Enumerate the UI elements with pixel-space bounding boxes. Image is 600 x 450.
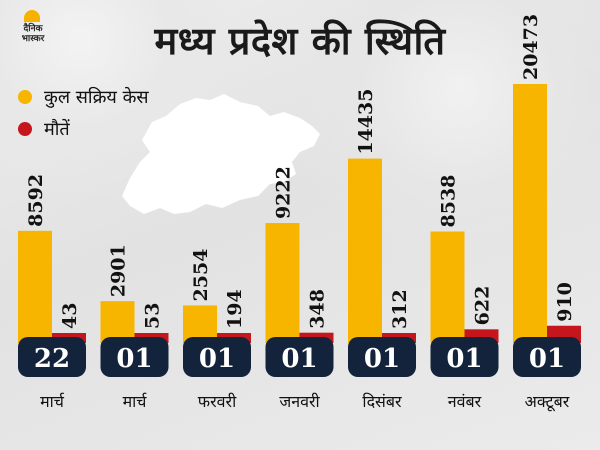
date-month-label: जनवरी: [279, 392, 320, 411]
legend-item-active-cases: कुल सक्रिय केस: [18, 86, 149, 108]
bar-active-cases: [183, 305, 217, 343]
date-day-label: 01: [199, 344, 235, 374]
date-box: [18, 337, 86, 377]
data-label-deaths: 910: [554, 282, 576, 322]
data-label-active: 14435: [355, 89, 377, 155]
date-box: [183, 337, 251, 377]
date-day-label: 01: [364, 344, 400, 374]
legend-label-active: कुल सक्रिय केस: [44, 87, 149, 108]
bar-active-cases: [18, 230, 52, 343]
bar-active-cases: [348, 158, 382, 343]
date-box: [265, 337, 334, 377]
data-label-deaths: 622: [472, 286, 494, 326]
date-box: [348, 337, 416, 377]
bar-active-cases: [100, 301, 135, 343]
date-month-label: फरवरी: [198, 392, 237, 411]
legend-swatch-deaths: [18, 122, 32, 136]
logo-text: दैनिक भास्कर: [21, 24, 45, 44]
data-label-active: 2554: [190, 249, 212, 302]
date-day-label: 01: [281, 344, 317, 374]
data-label-active: 8592: [25, 174, 47, 227]
bar-active-cases: [430, 231, 465, 343]
data-label-active: 9222: [273, 166, 295, 219]
date-box: [100, 337, 169, 377]
data-label-active: 2901: [108, 244, 130, 297]
date-box: [513, 337, 581, 377]
data-label-deaths: 43: [59, 303, 81, 329]
legend-label-deaths: मौतें: [44, 119, 70, 140]
date-month-label: मार्च: [123, 392, 148, 411]
date-day-label: 01: [446, 344, 482, 374]
logo-sun-icon: [24, 10, 40, 22]
date-day-label: 01: [529, 344, 565, 374]
data-label-deaths: 53: [142, 303, 164, 329]
date-month-label: मार्च: [40, 392, 65, 411]
bar-active-cases: [513, 84, 547, 343]
data-label-deaths: 312: [389, 289, 411, 329]
date-box: [430, 337, 499, 377]
legend-swatch-active: [18, 90, 32, 104]
date-month-label: नवंबर: [448, 392, 482, 411]
date-day-label: 22: [34, 344, 70, 374]
legend-item-deaths: मौतें: [18, 118, 70, 140]
date-month-label: दिसंबर: [362, 392, 402, 411]
data-label-deaths: 348: [307, 289, 329, 329]
bar-active-cases: [265, 223, 300, 343]
chart-title: मध्य प्रदेश की स्थिति: [154, 19, 446, 63]
date-day-label: 01: [116, 344, 152, 374]
data-label-active: 20473: [520, 14, 542, 80]
dainik-bhaskar-logo: दैनिक भास्कर: [12, 10, 52, 52]
date-month-label: अक्टूबर: [525, 392, 570, 412]
data-label-active: 8538: [438, 175, 460, 228]
data-label-deaths: 194: [224, 289, 246, 329]
